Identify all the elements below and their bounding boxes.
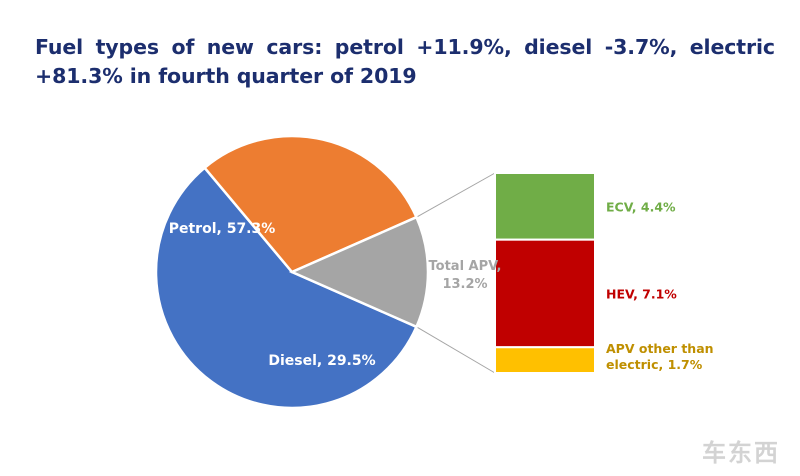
pie-label-petrol: Petrol, 57.3% <box>169 221 276 237</box>
bar-label-hev: HEV, 7.1% <box>606 286 677 301</box>
connector-line-bottom <box>416 326 496 374</box>
pie-chart <box>154 134 430 410</box>
pie-slice-petrol <box>154 165 419 410</box>
watermark-logo: 车东西 <box>702 439 780 467</box>
bar-segment-hev <box>494 238 596 349</box>
data-labels: Petrol, 57.3% Diesel, 29.5% Total APV, 13.2… <box>169 199 714 372</box>
bar-label-ecv: ECV, 4.4% <box>606 199 676 214</box>
connector-line-top <box>416 172 496 218</box>
bar-segment-apv-other-than-electric <box>494 346 596 374</box>
pie-slice-total-apv <box>288 215 430 329</box>
bar-segment-ecv <box>494 172 596 241</box>
stacked-bar <box>494 172 596 374</box>
pie-slice-diesel <box>202 134 419 274</box>
pie-label-total-apv: Total APV, 13.2% <box>429 259 502 292</box>
connector-lines <box>416 172 496 374</box>
pie-label-diesel: Diesel, 29.5% <box>268 353 375 369</box>
bar-label-apv-other-than-electric: APV other than electric, 1.7% <box>606 341 714 372</box>
chart-title: Fuel types of new cars: petrol +11.9%, d… <box>35 35 775 88</box>
